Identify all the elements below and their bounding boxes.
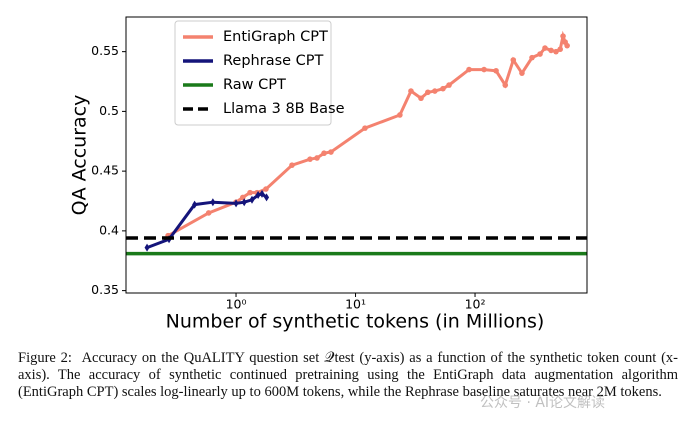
- point: [264, 193, 270, 202]
- point: [466, 66, 472, 73]
- point: [408, 88, 414, 94]
- watermark: 公众号 · AI论文解读: [480, 395, 606, 411]
- point: [255, 191, 261, 200]
- point: [446, 82, 452, 88]
- point: [210, 198, 216, 207]
- x-tick-label: 10¹: [345, 297, 366, 312]
- y-tick-label: 0.35: [91, 282, 119, 297]
- x-tick-label: 10⁰: [226, 297, 247, 312]
- point: [519, 70, 525, 76]
- y-tick-label: 0.4: [99, 222, 119, 237]
- point: [247, 189, 253, 196]
- point: [362, 125, 368, 131]
- point: [144, 243, 150, 252]
- point: [418, 95, 424, 102]
- x-axis-label: Number of synthetic tokens (in Millions): [166, 311, 545, 333]
- point: [502, 82, 509, 88]
- point: [328, 149, 334, 155]
- point: [440, 85, 446, 92]
- point: [233, 199, 239, 208]
- point: [510, 57, 517, 63]
- y-tick-label: 0.5: [99, 103, 119, 118]
- caption: Figure 2: Accuracy on the QuALITY questi…: [18, 350, 678, 401]
- y-axis-label: QA Accuracy: [69, 95, 91, 216]
- point: [192, 200, 198, 209]
- point: [205, 210, 212, 216]
- point: [557, 46, 563, 53]
- point: [289, 162, 295, 168]
- caption-label: Figure 2:: [18, 350, 72, 366]
- plot-frame: [125, 16, 588, 294]
- point: [425, 89, 431, 96]
- x-tick-label: 10²: [465, 297, 486, 312]
- legend-label: Llama 3 8B Base: [223, 101, 345, 117]
- point: [314, 155, 320, 161]
- legend-label: Raw CPT: [223, 77, 286, 93]
- legend-box: [174, 20, 332, 126]
- chart: Number of synthetic tokens (in Millions)…: [69, 16, 588, 333]
- point: [560, 33, 566, 39]
- point: [542, 45, 548, 51]
- point: [307, 156, 313, 162]
- point: [481, 66, 487, 73]
- point: [263, 186, 269, 192]
- point: [553, 48, 559, 55]
- legend-label: Rephrase CPT: [223, 53, 324, 69]
- point: [564, 42, 570, 49]
- point: [548, 47, 554, 54]
- point: [537, 51, 543, 57]
- point: [493, 67, 499, 74]
- y-tick-label: 0.45: [91, 163, 119, 178]
- y-tick-label: 0.55: [91, 43, 119, 58]
- point: [259, 189, 265, 198]
- legend-label: EntiGraph CPT: [223, 29, 328, 45]
- point: [529, 54, 535, 61]
- caption-text: Accuracy on the QuALITY question set 𝒬te…: [18, 350, 679, 400]
- point: [241, 198, 247, 207]
- point: [397, 112, 403, 118]
- point: [432, 88, 438, 94]
- point: [321, 150, 327, 157]
- point: [249, 195, 255, 204]
